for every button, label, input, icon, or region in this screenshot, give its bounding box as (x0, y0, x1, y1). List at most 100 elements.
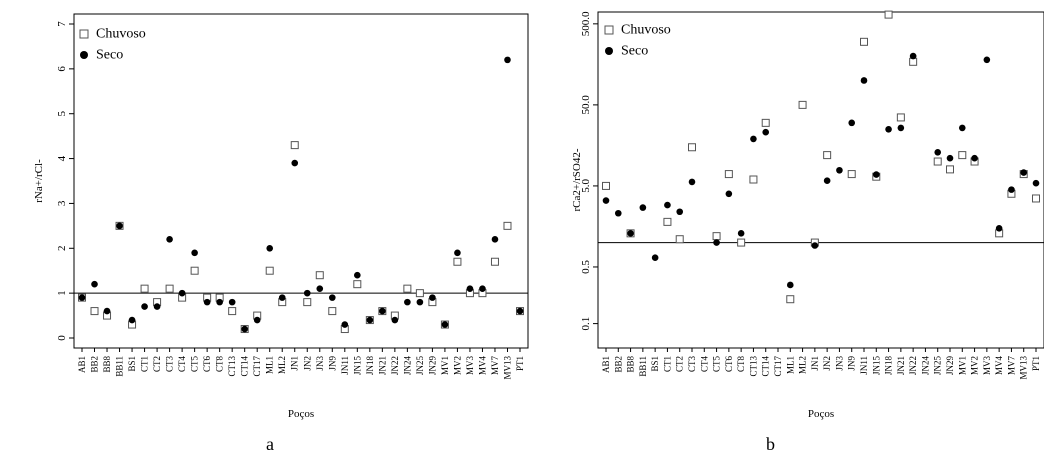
x-tick-label: JN15 (871, 356, 881, 376)
data-point-chuvoso (503, 221, 512, 230)
data-point-seco (366, 316, 374, 324)
data-point-seco (291, 159, 299, 167)
data-point-seco (103, 307, 111, 315)
data-point-seco (153, 303, 161, 310)
x-tick-label: JN11 (340, 356, 350, 375)
x-tick-label: CT14 (761, 356, 771, 377)
data-point-seco (934, 148, 942, 156)
data-point-seco (823, 177, 831, 184)
data-point-seco (651, 254, 659, 262)
x-tick-label: JN1 (810, 356, 820, 371)
data-point-seco (713, 239, 720, 246)
x-tick-label: PT1 (515, 356, 525, 371)
data-point-chuvoso (896, 113, 905, 122)
x-tick-label: JN18 (884, 356, 894, 376)
x-tick-label: JN9 (327, 356, 337, 371)
x-tick-label: MV7 (490, 356, 500, 376)
x-tick-label: CT1 (662, 356, 672, 372)
x-tick-label: CT8 (215, 356, 225, 373)
data-point-seco (328, 294, 336, 301)
x-axis-title: Poços (808, 408, 834, 420)
data-point-seco (341, 321, 349, 328)
panel-b-caption: b (766, 434, 775, 454)
data-point-seco (128, 316, 136, 324)
x-tick-label: ML2 (798, 356, 808, 374)
x-tick-label: BS1 (650, 356, 660, 372)
data-point-chuvoso (675, 235, 684, 244)
x-tick-label: JN2 (302, 356, 312, 371)
y-tick-label: 1 (56, 290, 68, 296)
data-point-seco (664, 201, 671, 209)
data-point-chuvoso (165, 284, 174, 293)
legend-label-seco: Seco (621, 44, 648, 59)
y-tick-label: 0 (56, 335, 68, 341)
x-tick-label: CT2 (152, 356, 162, 372)
data-point-seco (737, 230, 745, 237)
data-point-chuvoso (328, 307, 337, 316)
x-tick-label: CT8 (736, 356, 746, 373)
x-tick-label: JN22 (390, 356, 400, 375)
data-point-chuvoso (228, 307, 237, 316)
x-tick-label: MV4 (477, 356, 487, 376)
data-point-chuvoso (823, 151, 832, 160)
x-tick-label: JN25 (415, 356, 425, 376)
data-point-seco (860, 77, 868, 84)
data-point-chuvoso (663, 217, 672, 226)
data-point-chuvoso (712, 232, 721, 241)
x-tick-label: MV3 (465, 356, 475, 376)
data-point-chuvoso (315, 271, 324, 280)
x-tick-label: JN3 (315, 356, 325, 371)
data-point-seco (203, 298, 211, 306)
x-tick-label: JN29 (945, 356, 955, 376)
data-point-chuvoso (265, 266, 274, 275)
data-point-chuvoso (798, 100, 807, 109)
x-tick-label: JN15 (352, 356, 362, 376)
data-point-seco (786, 281, 794, 289)
data-point-chuvoso (946, 165, 954, 174)
data-point-seco (116, 222, 123, 230)
data-point-chuvoso (190, 266, 199, 275)
data-point-seco (885, 125, 892, 133)
x-tick-label: CT5 (712, 356, 722, 373)
x-tick-label: CT4 (699, 356, 709, 373)
data-point-chuvoso (90, 307, 99, 316)
x-tick-label: MV1 (440, 356, 450, 375)
x-tick-label: CT17 (773, 356, 783, 377)
x-tick-label: CT1 (140, 356, 150, 372)
data-point-chuvoso (602, 181, 610, 190)
data-point-chuvoso (1032, 194, 1040, 203)
panel-a-caption: a (266, 434, 274, 454)
data-point-seco (278, 294, 286, 301)
x-tick-label: AB1 (601, 356, 611, 373)
x-tick-label: JN11 (859, 356, 869, 375)
data-point-seco (316, 285, 324, 292)
x-tick-label: CT6 (202, 356, 212, 373)
data-point-chuvoso (724, 170, 733, 179)
data-point-seco (602, 197, 610, 204)
data-point-seco (627, 230, 634, 237)
y-tick-label: 5.0 (580, 179, 592, 193)
data-point-seco (429, 294, 436, 301)
x-tick-label: MV1 (957, 356, 967, 375)
data-point-seco (416, 298, 424, 306)
y-axis-title: rNa+/rCl- (33, 159, 45, 203)
panel-b-chart: 0.1 0.5 5.0 50.0 500.0 AB1 BB2 BB8 BB11 BS1 CT1 CT2… (571, 10, 1044, 420)
x-tick-label: BB8 (102, 356, 112, 373)
x-tick-label: CT4 (177, 356, 187, 373)
x-tick-label: CT13 (227, 356, 237, 377)
x-tick-label: JN18 (365, 356, 375, 376)
x-tick-label: JN22 (908, 356, 918, 375)
y-tick-label: 2 (56, 246, 68, 252)
data-point-seco (909, 52, 917, 60)
data-point-seco (946, 154, 954, 162)
data-point-chuvoso (786, 295, 795, 304)
x-tick-label: MV4 (994, 356, 1004, 376)
data-point-seco (228, 298, 236, 306)
x-tick-label: ML1 (785, 356, 795, 374)
data-point-seco (836, 166, 843, 174)
data-point-seco (466, 285, 474, 292)
legend-marker-seco (80, 51, 88, 59)
x-tick-label: MV3 (982, 356, 992, 376)
